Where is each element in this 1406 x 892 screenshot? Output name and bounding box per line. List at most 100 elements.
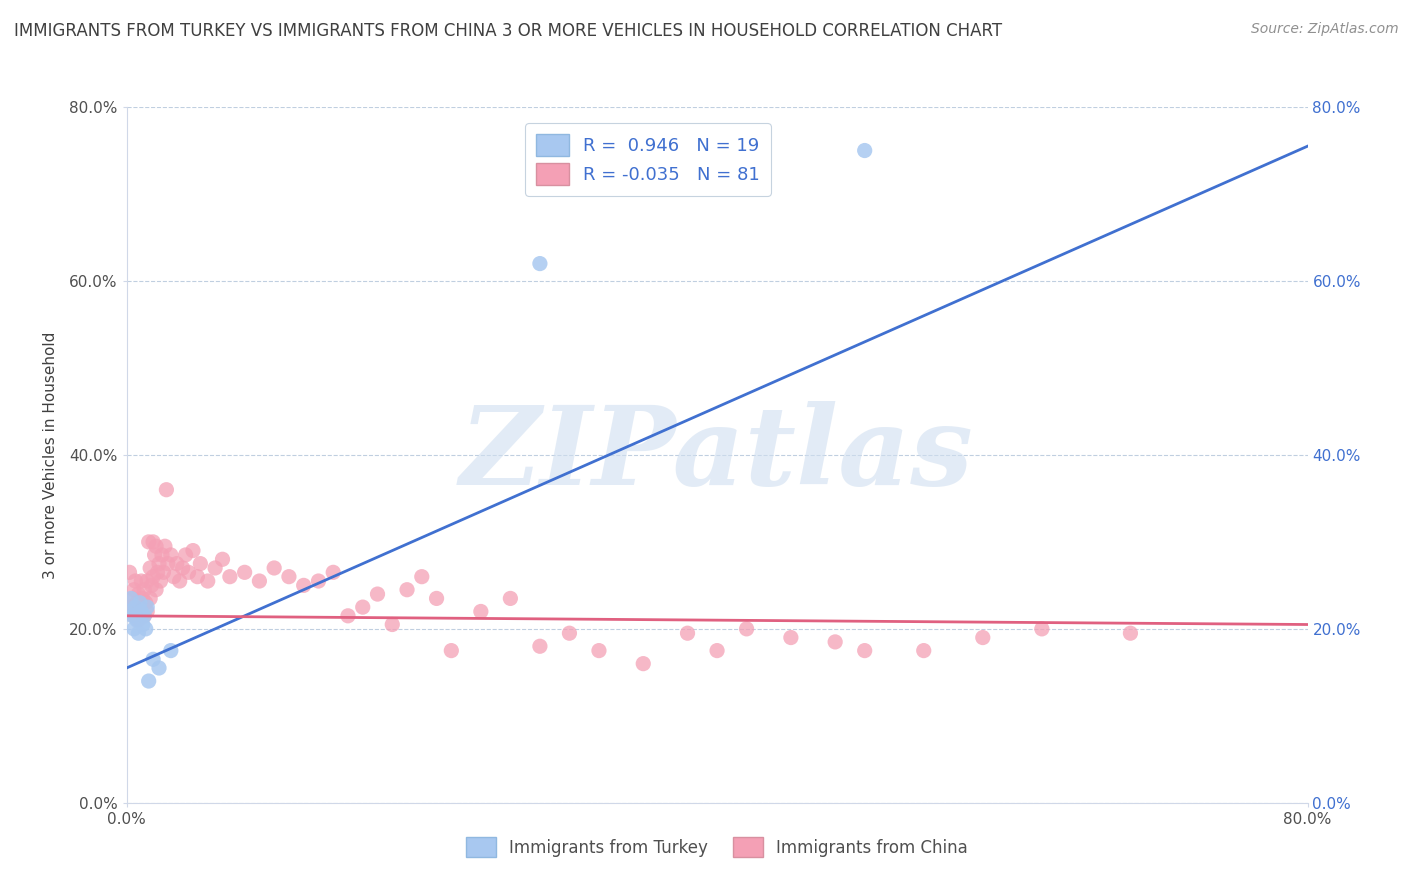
Point <box>411 570 433 584</box>
Point <box>204 561 226 575</box>
Point <box>121 608 143 623</box>
Point <box>124 600 146 615</box>
Point <box>120 600 142 615</box>
Point <box>912 643 935 657</box>
Point <box>134 608 156 623</box>
Point <box>128 596 150 610</box>
Point <box>132 617 155 632</box>
Point <box>396 582 419 597</box>
Point <box>135 622 157 636</box>
Point <box>148 557 170 571</box>
Point <box>128 600 150 615</box>
Point <box>138 534 160 549</box>
Point <box>352 600 374 615</box>
Point <box>142 652 165 666</box>
Point <box>149 574 172 588</box>
Point <box>127 613 149 627</box>
Point <box>779 631 801 645</box>
Point <box>155 483 177 497</box>
Point <box>219 570 242 584</box>
Point <box>529 256 551 270</box>
Point <box>470 605 492 619</box>
Point <box>142 570 165 584</box>
Point <box>188 557 211 571</box>
Point <box>136 574 159 588</box>
Point <box>120 591 142 606</box>
Point <box>148 661 170 675</box>
Point <box>174 548 197 562</box>
Point <box>233 566 256 580</box>
Point <box>172 561 194 575</box>
Legend: Immigrants from Turkey, Immigrants from China: Immigrants from Turkey, Immigrants from … <box>460 830 974 864</box>
Point <box>972 631 994 645</box>
Y-axis label: 3 or more Vehicles in Household: 3 or more Vehicles in Household <box>44 331 58 579</box>
Point <box>139 591 162 606</box>
Point <box>1119 626 1142 640</box>
Point <box>676 626 699 640</box>
Point <box>706 643 728 657</box>
Point <box>529 639 551 653</box>
Point <box>127 626 149 640</box>
Point <box>499 591 522 606</box>
Point <box>425 591 447 606</box>
Point <box>124 605 146 619</box>
Point <box>558 626 581 640</box>
Point <box>322 566 344 580</box>
Point <box>177 566 200 580</box>
Point <box>186 570 208 584</box>
Point <box>125 596 148 610</box>
Text: Source: ZipAtlas.com: Source: ZipAtlas.com <box>1251 22 1399 37</box>
Point <box>152 566 174 580</box>
Point <box>278 570 301 584</box>
Point <box>118 566 141 580</box>
Point <box>139 561 162 575</box>
Point <box>135 596 157 610</box>
Point <box>129 574 153 588</box>
Point <box>337 608 360 623</box>
Point <box>181 543 204 558</box>
Point <box>211 552 233 566</box>
Point <box>145 582 167 597</box>
Point <box>132 591 155 606</box>
Point <box>169 574 191 588</box>
Point <box>136 600 159 615</box>
Point <box>853 643 876 657</box>
Point <box>146 566 169 580</box>
Point <box>197 574 219 588</box>
Point <box>122 608 145 623</box>
Point <box>134 582 156 597</box>
Point <box>129 605 153 619</box>
Point <box>122 582 145 597</box>
Point <box>588 643 610 657</box>
Point <box>134 608 156 623</box>
Point <box>440 643 463 657</box>
Point <box>163 570 186 584</box>
Point <box>631 657 654 671</box>
Point <box>263 561 285 575</box>
Point <box>824 635 846 649</box>
Point <box>145 539 167 553</box>
Point <box>118 605 141 619</box>
Point <box>1031 622 1053 636</box>
Point <box>292 578 315 592</box>
Point <box>129 605 153 619</box>
Point <box>121 591 143 606</box>
Point <box>143 548 166 562</box>
Point <box>153 539 176 553</box>
Point <box>125 613 148 627</box>
Point <box>166 557 188 571</box>
Point <box>159 643 183 657</box>
Point <box>159 548 183 562</box>
Point <box>381 617 404 632</box>
Point <box>156 557 179 571</box>
Point <box>853 144 876 158</box>
Point <box>136 605 159 619</box>
Point <box>138 674 160 689</box>
Point <box>247 574 270 588</box>
Point <box>366 587 388 601</box>
Text: ZIPatlas: ZIPatlas <box>460 401 974 508</box>
Point <box>142 534 165 549</box>
Point <box>735 622 758 636</box>
Point <box>307 574 329 588</box>
Point <box>122 622 145 636</box>
